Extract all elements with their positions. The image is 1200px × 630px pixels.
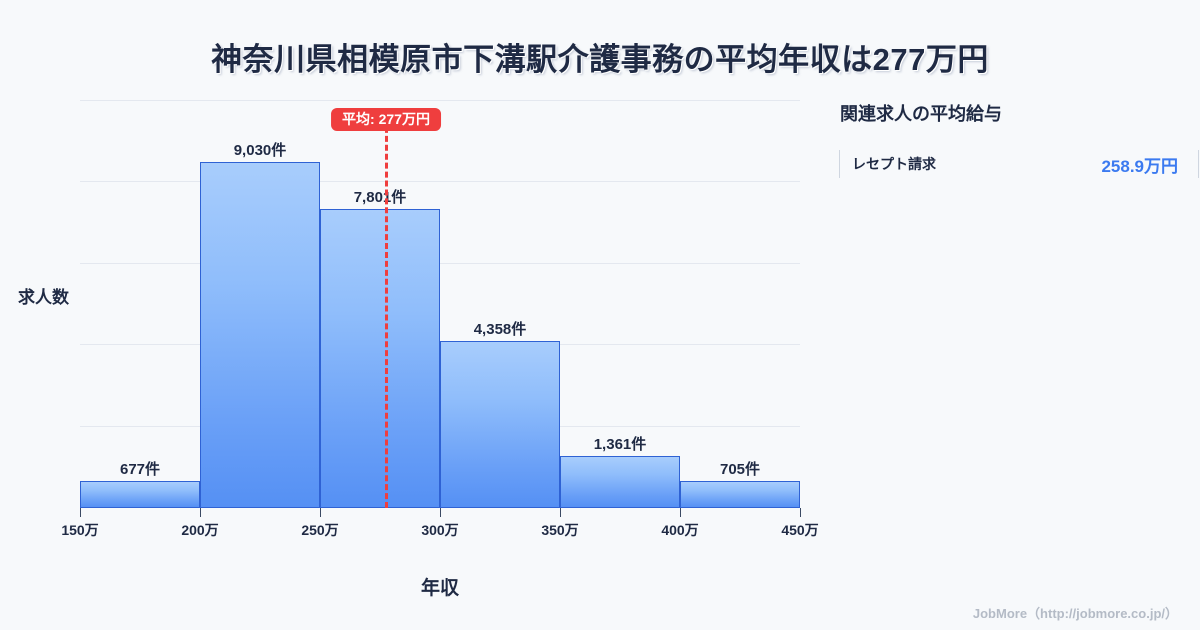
footer-credit: JobMore（http://jobmore.co.jp/） bbox=[972, 606, 1178, 621]
bar-value-label: 1,361件 bbox=[593, 436, 647, 453]
page-title: 神奈川県相模原市下溝駅介護事務の平均年収は277万円 bbox=[211, 42, 989, 77]
x-tick bbox=[80, 508, 81, 517]
x-tick bbox=[440, 508, 441, 517]
x-tick-label: 400万 bbox=[661, 522, 699, 538]
related-salary-row-label: レセプト請求 bbox=[852, 156, 936, 172]
x-tick bbox=[200, 508, 201, 517]
related-salary-row[interactable]: レセプト請求 258.9万円 bbox=[838, 148, 1200, 180]
related-salary-row-value: 258.9万円 bbox=[1101, 156, 1178, 176]
bar-200-250[interactable] bbox=[200, 162, 320, 508]
gridline bbox=[80, 181, 800, 182]
x-tick-label: 450万 bbox=[781, 522, 819, 538]
gridline bbox=[80, 100, 800, 101]
bar-350-400[interactable] bbox=[560, 456, 680, 508]
bar-150-200[interactable] bbox=[80, 481, 200, 508]
bar-value-label: 9,030件 bbox=[233, 142, 287, 159]
y-axis-label: 求人数 bbox=[18, 288, 69, 307]
x-tick-label: 150万 bbox=[61, 522, 99, 538]
x-tick bbox=[680, 508, 681, 517]
bar-value-label: 705件 bbox=[719, 461, 761, 478]
bar-250-300[interactable] bbox=[320, 209, 440, 508]
x-axis-label: 年収 bbox=[420, 578, 459, 599]
x-tick bbox=[800, 508, 801, 517]
related-salary-title: 関連求人の平均給与 bbox=[840, 104, 1002, 124]
bar-value-label: 4,358件 bbox=[473, 321, 527, 338]
bar-value-label: 677件 bbox=[119, 461, 161, 478]
plot-area: 677件 9,030件 7,801件 4,358件 1,361件 705件 平均… bbox=[61, 100, 819, 538]
x-tick bbox=[320, 508, 321, 517]
x-tick-label: 250万 bbox=[301, 522, 339, 538]
average-line bbox=[385, 118, 388, 508]
bar-300-350[interactable] bbox=[440, 341, 560, 508]
average-badge: 平均: 277万円 bbox=[331, 108, 441, 131]
bar-value-label: 7,801件 bbox=[353, 189, 407, 206]
related-salary-panel: 関連求人の平均給与 レセプト請求 258.9万円 bbox=[838, 100, 1200, 180]
x-tick-label: 350万 bbox=[541, 522, 579, 538]
x-tick bbox=[560, 508, 561, 517]
gridline bbox=[80, 263, 800, 264]
x-tick-label: 200万 bbox=[181, 522, 219, 538]
x-tick-label: 300万 bbox=[421, 522, 459, 538]
bar-400-450[interactable] bbox=[680, 481, 800, 508]
histogram-chart: 求人数 677件 9,030件 7,801件 4,358件 1,361件 705… bbox=[18, 100, 819, 599]
